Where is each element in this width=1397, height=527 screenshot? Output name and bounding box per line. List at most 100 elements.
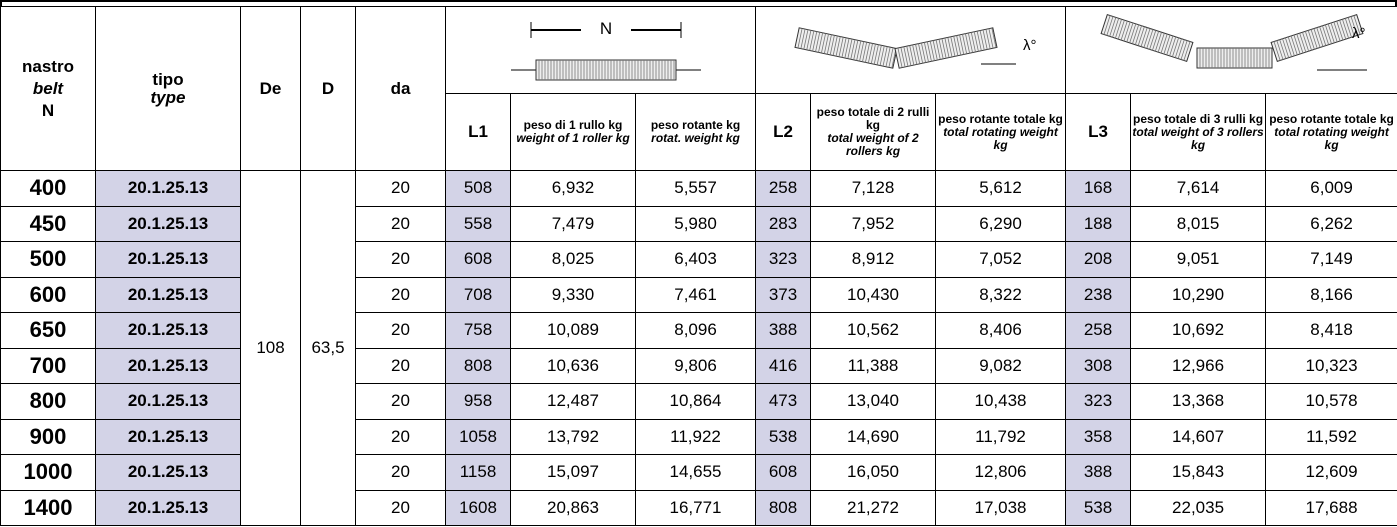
hatch <box>1304 31 1312 51</box>
length-cell: 608 <box>445 241 511 278</box>
length-cell: 308 <box>1065 347 1132 384</box>
hatch <box>1174 38 1182 58</box>
value-cell: 6,290 <box>935 205 1067 242</box>
value-cell: 10,323 <box>1265 347 1397 384</box>
hatch <box>1324 24 1332 44</box>
hatch <box>938 39 944 59</box>
belt-cell: 600 <box>0 276 96 313</box>
hatch <box>958 34 964 55</box>
length-cell: 1158 <box>445 454 511 491</box>
diagram-label: N <box>599 19 611 38</box>
data-row: 1400 20.1.25.13 20 1608 20,863 16,771 808 21,27… <box>0 489 1397 526</box>
hatch <box>1134 25 1142 45</box>
hatch <box>1341 19 1349 39</box>
value-cell: 17,038 <box>935 489 1067 526</box>
weight-header-en: total rotating weight kg <box>1274 124 1389 152</box>
hatch <box>1338 20 1346 40</box>
value-cell: 12,487 <box>510 383 636 420</box>
data-row: 500 20.1.25.13 20 608 8,025 6,403 323 8,912 7,05… <box>0 241 1397 278</box>
hatch <box>1137 26 1145 46</box>
length-cell: 168 <box>1065 170 1132 207</box>
value-cell: 14,655 <box>634 454 757 491</box>
hatch <box>867 43 873 64</box>
hatch <box>897 47 903 68</box>
hatch <box>844 38 849 59</box>
value-cell: 7,149 <box>1265 241 1397 278</box>
weight-header-it: peso totale di 3 rulli kg <box>1133 111 1264 126</box>
hatch <box>802 29 808 50</box>
length-cell: 808 <box>445 347 511 384</box>
roller <box>893 27 998 69</box>
value-cell: 7,479 <box>510 205 636 242</box>
weight-header: peso totale di 3 rulli kg total weight of… <box>1130 93 1267 171</box>
hatch <box>1315 27 1323 47</box>
length-cell: 958 <box>445 383 511 420</box>
value-cell: 22,035 <box>1130 489 1267 526</box>
hatch <box>976 31 982 51</box>
value-cell: 8,025 <box>510 241 636 278</box>
hatch <box>1347 17 1355 37</box>
length-cell: 208 <box>1065 241 1132 278</box>
data-row: 900 20.1.25.13 20 1058 13,792 11,922 538 14,690… <box>0 418 1397 455</box>
hatch <box>1120 20 1128 41</box>
hatch <box>944 37 949 58</box>
belt-cell: 800 <box>0 383 96 420</box>
d-cell: 63,5 <box>300 170 356 526</box>
roller-body <box>793 27 898 69</box>
data-row: 800 20.1.25.13 20 958 12,487 10,864 473 13,040 1… <box>0 383 1397 420</box>
data-row: 650 20.1.25.13 20 758 10,089 8,096 388 10,562 8,… <box>0 312 1397 349</box>
belt-cell: 900 <box>0 418 96 455</box>
weight-header-it: peso di 1 rullo kg <box>523 118 623 132</box>
length-cell: 258 <box>755 170 812 207</box>
hatch <box>1287 36 1295 56</box>
diagram: N <box>510 19 701 81</box>
value-cell: 8,166 <box>1265 276 1397 313</box>
value-cell: 9,051 <box>1130 241 1267 278</box>
hatch <box>941 38 947 59</box>
hatch <box>908 45 914 66</box>
type-header: tipo type <box>95 6 241 171</box>
length-cell: 608 <box>755 454 812 491</box>
hatch <box>1353 15 1360 35</box>
roller-body <box>1196 47 1273 69</box>
length-cell: 373 <box>755 276 812 313</box>
hatch <box>1143 28 1151 48</box>
diagram-cell: λ° <box>1065 6 1397 94</box>
diagram-label: λ° <box>1352 25 1366 42</box>
value-cell: 12,806 <box>935 454 1067 491</box>
value-cell: 8,912 <box>810 241 937 278</box>
value-cell: 10,864 <box>634 383 757 420</box>
hatch <box>1117 20 1125 40</box>
hatch <box>1330 22 1338 43</box>
length-cell: 323 <box>1065 383 1132 420</box>
hatch <box>1123 21 1131 42</box>
hatch <box>1335 20 1343 41</box>
value-cell: 10,562 <box>810 312 937 349</box>
length-cell: 538 <box>755 418 812 455</box>
type-cell: 20.1.25.13 <box>95 489 241 526</box>
value-cell: 7,952 <box>810 205 937 242</box>
hatch <box>1114 19 1122 39</box>
hatch <box>929 41 935 61</box>
value-cell: 7,461 <box>634 276 757 313</box>
length-cell: 283 <box>755 205 812 242</box>
length-cell: 323 <box>755 241 812 278</box>
hatch <box>1313 28 1321 48</box>
value-cell: 8,406 <box>935 312 1067 349</box>
length-cell: 238 <box>1065 276 1132 313</box>
type-cell: 20.1.25.13 <box>95 312 241 349</box>
value-cell: 10,636 <box>510 347 636 384</box>
d-header: D <box>300 6 356 171</box>
length-cell: 188 <box>1065 205 1132 242</box>
type-cell: 20.1.25.13 <box>95 205 241 242</box>
hatch <box>949 36 955 57</box>
hatch <box>870 43 876 64</box>
value-cell: 6,009 <box>1265 170 1397 207</box>
hatch <box>876 45 882 65</box>
subheader-row: L1 peso di 1 rullo kg weight of 1 roller k… <box>1 93 1397 171</box>
hatch <box>1321 25 1329 45</box>
hatch <box>805 30 811 50</box>
hatch <box>829 35 835 55</box>
length-cell: 708 <box>445 276 511 313</box>
